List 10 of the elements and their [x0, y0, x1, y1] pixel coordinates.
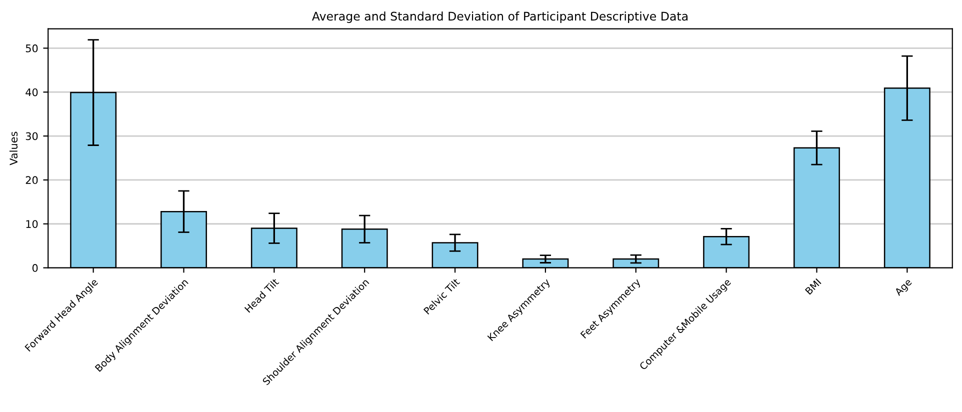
y-axis-title: Values [9, 132, 18, 166]
y-tick-label: 10 [26, 220, 38, 228]
y-tick-label: 50 [26, 44, 38, 52]
chart-title: Average and Standard Deviation of Participant Descriptive Data [312, 12, 688, 23]
y-tick-label: 20 [26, 176, 38, 184]
y-tick-label: 0 [32, 264, 38, 272]
x-tick-label: Age [894, 278, 914, 298]
x-tick-label: BMI [804, 278, 822, 295]
y-tick-label: 40 [26, 88, 38, 96]
y-tick-label: 30 [26, 132, 38, 140]
